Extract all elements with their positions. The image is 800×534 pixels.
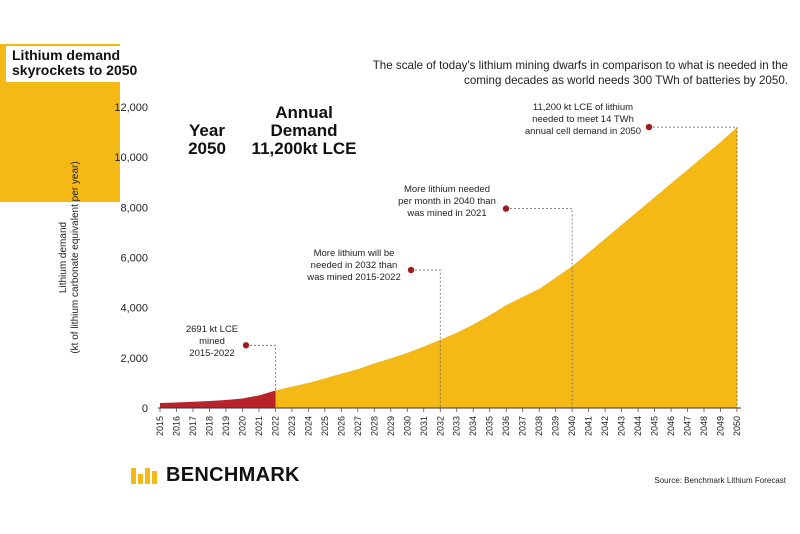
x-tick-label: 2038	[534, 416, 544, 436]
annotation-leader-line	[411, 269, 441, 408]
y-axis-label-line-1: Lithium demand	[58, 222, 69, 293]
x-tick-label: 2031	[419, 416, 429, 436]
annotation-leader-line	[649, 126, 738, 408]
x-tick-label: 2015	[155, 416, 165, 436]
chart-subtitle: The scale of today's lithium mining dwar…	[300, 58, 788, 88]
x-tick-label: 2050	[732, 416, 742, 436]
x-tick-label: 2017	[188, 416, 198, 436]
y-tick-label: 2,000	[120, 353, 148, 365]
annotation-text: needed to meet 14 TWh	[532, 114, 634, 125]
y-tick-label: 8,000	[120, 202, 148, 214]
x-tick-label: 2022	[270, 416, 280, 436]
subtitle-line-1: The scale of today's lithium mining dwar…	[372, 59, 788, 72]
source-note: Source: Benchmark Lithium Forecast	[654, 476, 786, 485]
x-tick-label: 2036	[501, 416, 511, 436]
x-tick-label: 2049	[716, 416, 726, 436]
x-tick-label: 2018	[204, 416, 214, 436]
x-tick-label: 2041	[584, 416, 594, 436]
annotation-text: annual cell demand in 2050	[525, 126, 641, 137]
x-tick-label: 2047	[683, 416, 693, 436]
x-tick-label: 2040	[567, 416, 577, 436]
annotation-text: 11,200 kt LCE of lithium	[533, 102, 633, 113]
chart-title-line-2: skyrockets to 2050	[12, 62, 138, 78]
big-label-year-value: 2050	[188, 139, 226, 158]
x-tick-label: 2023	[287, 416, 297, 436]
annotation-text: mined	[199, 336, 225, 347]
x-tick-label: 2046	[666, 416, 676, 436]
x-tick-label: 2027	[353, 416, 363, 436]
x-tick-label: 2024	[303, 416, 313, 436]
annotation-text: More lithium will be	[314, 248, 395, 259]
x-tick-label: 2032	[435, 416, 445, 436]
big-label-demand-line-1: Annual	[275, 103, 333, 122]
annotation-text: 2015-2022	[189, 348, 234, 359]
annotation-marker	[242, 342, 250, 349]
annotation-leader-line	[246, 344, 276, 408]
x-tick-label: 2030	[402, 416, 412, 436]
annotation-text: was mined 2015-2022	[306, 272, 400, 283]
x-tick-label: 2029	[386, 416, 396, 436]
title-block: Lithium demand skyrockets to 2050	[6, 46, 204, 82]
annotation-marker	[645, 123, 653, 131]
x-tick-label: 2039	[551, 416, 561, 436]
y-tick-label: 4,000	[120, 303, 148, 315]
x-tick-label: 2034	[468, 416, 478, 436]
demand-area-historical	[160, 390, 276, 408]
big-label-demand-line-2: Demand	[270, 121, 337, 140]
annotation-text: 2691 kt LCE	[186, 324, 238, 335]
annotation-marker	[502, 205, 510, 212]
brand-logo: BENCHMARK	[130, 464, 300, 487]
x-tick-label: 2026	[336, 416, 346, 436]
annotation-text: More lithium needed	[404, 184, 490, 195]
x-tick-label: 2016	[171, 416, 181, 436]
x-tick-label: 2037	[518, 416, 528, 436]
chart-title-line-1: Lithium demand	[12, 47, 121, 63]
x-tick-label: 2048	[699, 416, 709, 436]
annotation-text: was mined in 2021	[406, 208, 486, 219]
big-label-year-word: Year	[189, 121, 225, 140]
x-tick-label: 2043	[617, 416, 627, 436]
y-tick-label: 10,000	[114, 152, 148, 164]
big-label-demand-value: 11,200kt LCE	[252, 139, 357, 158]
y-tick-label: 12,000	[114, 102, 148, 114]
x-tick-label: 2033	[452, 416, 462, 436]
x-tick-label: 2021	[254, 416, 264, 436]
x-tick-label: 2019	[221, 416, 231, 436]
annotation-marker	[407, 266, 415, 274]
x-tick-label: 2035	[485, 416, 495, 436]
y-axis-label-line-2: (kt of lithium carbonate equivalent per …	[70, 161, 81, 353]
subtitle-line-2: coming decades as world needs 300 TWh of…	[464, 74, 788, 87]
annotation-text: needed in 2032 than	[311, 260, 398, 271]
x-tick-label: 2028	[369, 416, 379, 436]
brand-name: BENCHMARK	[166, 464, 300, 486]
y-tick-label: 6,000	[120, 253, 148, 265]
x-tick-label: 2020	[237, 416, 247, 436]
y-tick-label: 0	[142, 403, 148, 415]
annotation-text: per month in 2040 than	[398, 196, 496, 207]
x-tick-label: 2025	[320, 416, 330, 436]
x-tick-label: 2042	[600, 416, 610, 436]
benchmark-logo-icon	[131, 467, 157, 484]
x-tick-label: 2045	[650, 416, 660, 436]
demand-area-forecast	[275, 127, 737, 409]
x-tick-label: 2044	[633, 416, 643, 436]
